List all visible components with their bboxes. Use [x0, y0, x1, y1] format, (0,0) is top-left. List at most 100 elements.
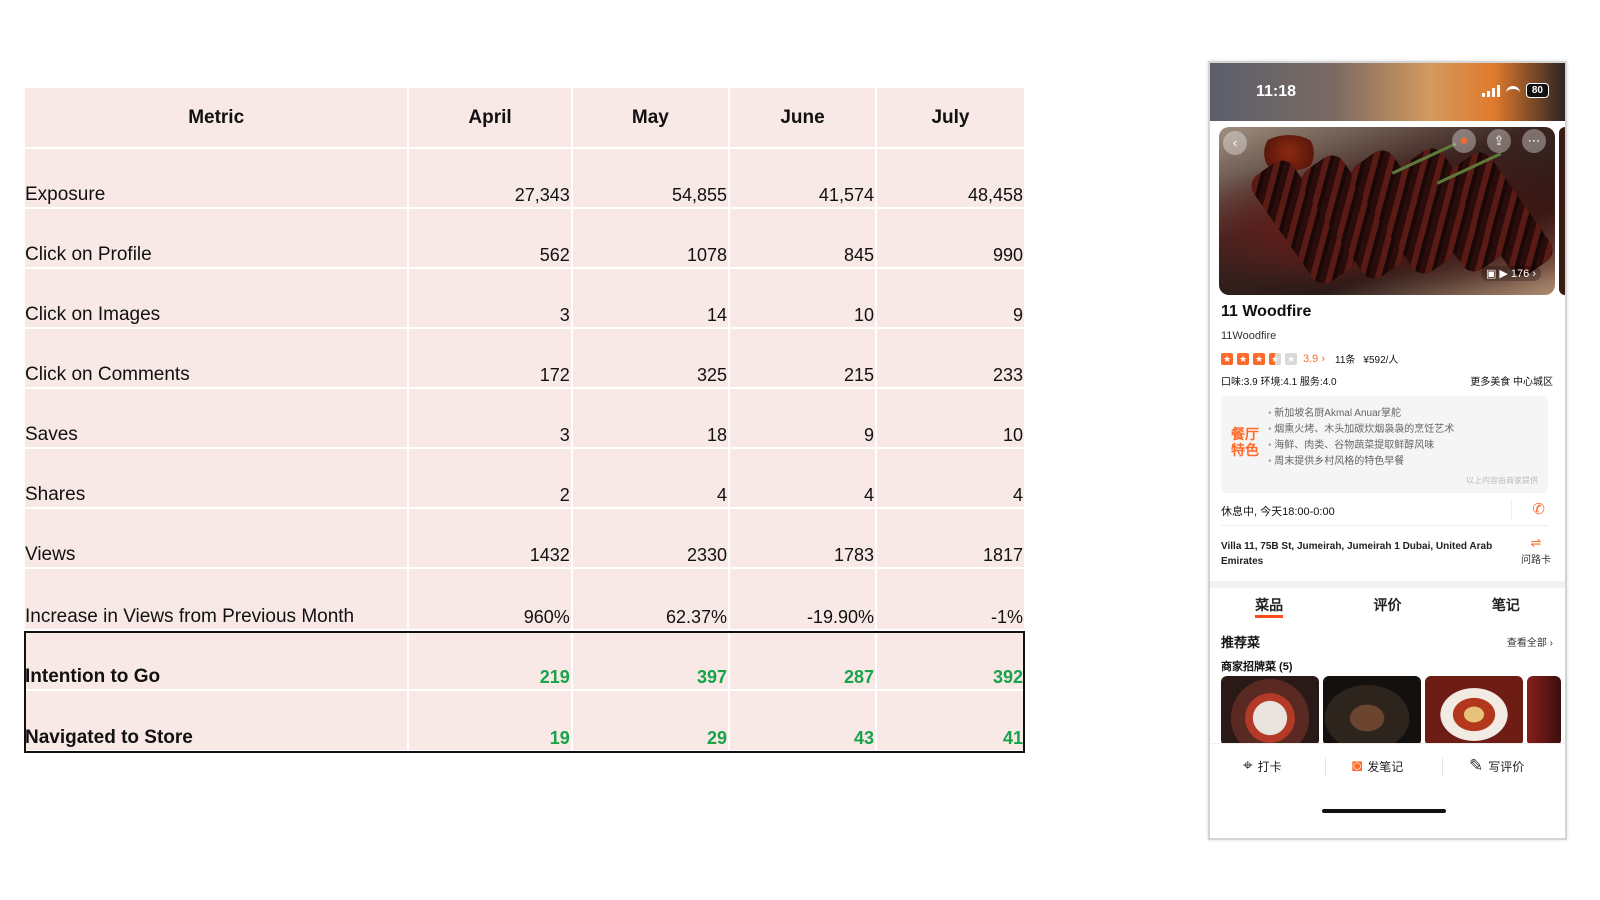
- cell-value: 233: [874, 327, 1024, 388]
- cell-value: 172: [407, 327, 572, 388]
- row-label: Navigated to Store: [25, 689, 409, 750]
- rating-row[interactable]: ★ ★ ★ ★ ★ 3.9 › 11条 ¥592/人: [1221, 351, 1398, 366]
- photo-video-icon: ▣ ▶: [1485, 268, 1511, 280]
- cell-value: 19: [407, 689, 572, 750]
- section-gap: [1210, 581, 1565, 588]
- cell-value: 2: [407, 447, 572, 508]
- table-row-highlighted: Intention to Go 219 397 287 392: [25, 629, 1024, 690]
- back-icon[interactable]: ‹: [1223, 131, 1247, 155]
- cell-value: 48,458: [874, 147, 1024, 208]
- table-row: Click on Profile 562 1078 845 990: [25, 207, 1024, 268]
- tab-bar: 菜品 评价 笔记: [1210, 595, 1565, 621]
- header-april: April: [407, 88, 572, 148]
- edit-note-icon: ✎: [1469, 756, 1484, 775]
- cell-value: 2330: [570, 507, 730, 568]
- media-count[interactable]: ▣ ▶ 176 ›: [1480, 266, 1541, 281]
- location-pin-icon: ⌖: [1243, 756, 1253, 775]
- header-july: July: [874, 88, 1024, 148]
- address[interactable]: Villa 11, 75B St, Jumeirah, Jumeirah 1 D…: [1221, 541, 1493, 567]
- cell-value: 41: [874, 689, 1024, 750]
- phone-icon[interactable]: ✆: [1532, 501, 1545, 518]
- cell-value: 1817: [874, 507, 1024, 568]
- cell-value: 10: [874, 387, 1024, 448]
- cell-value: 219: [407, 629, 572, 690]
- checkin-label: 打卡: [1257, 759, 1282, 774]
- cell-value: -1%: [874, 567, 1024, 630]
- price-per-person: ¥592/人: [1363, 355, 1399, 366]
- cell-value: 54,855: [570, 147, 730, 208]
- row-label: Click on Comments: [25, 327, 409, 388]
- wifi-icon: [1505, 85, 1520, 96]
- cell-value: 325: [570, 327, 730, 388]
- status-bar: 11:18 80: [1210, 63, 1565, 121]
- share-icon[interactable]: ⇪: [1487, 129, 1511, 153]
- star-icon[interactable]: ★: [1452, 129, 1476, 153]
- checkin-button[interactable]: ⌖ 打卡: [1243, 756, 1282, 776]
- cell-value: 9: [728, 387, 876, 448]
- hero-image[interactable]: ‹ ★ ⇪ ⋯ ▣ ▶ 176 ›: [1219, 127, 1555, 295]
- tab-notes[interactable]: 笔记: [1491, 597, 1520, 613]
- battery-icon: 80: [1525, 83, 1549, 98]
- signature-title: 商家招牌菜 (5): [1221, 661, 1293, 673]
- cell-value: 4: [728, 447, 876, 508]
- dish-image[interactable]: [1221, 676, 1319, 746]
- write-review-button[interactable]: ✎ 写评价: [1469, 756, 1524, 776]
- table-row: Saves 3 18 9 10: [25, 387, 1024, 448]
- hero-next-image[interactable]: [1559, 127, 1565, 295]
- cell-value: 4: [570, 447, 730, 508]
- list-item: 新加坡名厨Akmal Anuar掌舵: [1268, 406, 1454, 422]
- cell-value: 4: [874, 447, 1024, 508]
- signal-icon: [1481, 84, 1500, 97]
- feature-note: 以上内容由商家提供: [1466, 476, 1538, 485]
- cell-value: 215: [728, 327, 876, 388]
- divider: [1325, 758, 1326, 776]
- star-icon: ★: [1221, 352, 1233, 365]
- star-icon: ★: [1237, 352, 1249, 365]
- row-label: Increase in Views from Previous Month: [25, 567, 409, 630]
- home-indicator: [1322, 809, 1446, 813]
- signpost-icon: ⇌: [1530, 535, 1542, 550]
- star-half-icon: ★: [1269, 352, 1281, 365]
- feature-list: 新加坡名厨Akmal Anuar掌舵 烟熏火烤、木头加碳炊烟袅袅的烹饪艺术 海鲜…: [1268, 406, 1454, 470]
- list-item: 周末提供乡村风格的特色早餐: [1268, 454, 1454, 470]
- header-metric: Metric: [188, 106, 245, 128]
- feature-tag: 餐厅特色: [1231, 426, 1259, 458]
- post-note-button[interactable]: ◙ 发笔记: [1352, 756, 1403, 776]
- cell-value: 562: [407, 207, 572, 268]
- status-time: 11:18: [1256, 83, 1297, 100]
- cell-value: 397: [570, 629, 730, 690]
- dish-image[interactable]: [1527, 676, 1561, 746]
- table-row: Click on Images 3 14 10 9: [25, 267, 1024, 328]
- view-all-link[interactable]: 查看全部 ›: [1506, 638, 1553, 649]
- divider: [1442, 758, 1443, 776]
- cell-value: 41,574: [728, 147, 876, 208]
- row-label: Intention to Go: [25, 629, 409, 690]
- more-food-link[interactable]: 更多美食 中心城区: [1470, 377, 1553, 388]
- tab-reviews[interactable]: 评价: [1373, 597, 1402, 613]
- dish-image[interactable]: [1323, 676, 1421, 746]
- cell-value: 287: [728, 629, 876, 690]
- tab-dishes[interactable]: 菜品: [1210, 595, 1328, 621]
- post-note-label: 发笔记: [1367, 759, 1404, 774]
- cell-value: -19.90%: [728, 567, 876, 630]
- cell-value: 845: [728, 207, 876, 268]
- sub-scores: 口味:3.9 环境:4.1 服务:4.0: [1221, 377, 1337, 388]
- cell-value: 29: [570, 689, 730, 750]
- divider: [1511, 499, 1512, 519]
- cell-value: 62.37%: [570, 567, 730, 630]
- dish-image[interactable]: [1425, 676, 1523, 746]
- cell-value: 9: [874, 267, 1024, 328]
- route-card-button[interactable]: ⇌ 问路卡: [1516, 535, 1556, 566]
- metrics-table: Metric April May June July Exposure 27,3…: [25, 88, 1024, 750]
- header-may: May: [570, 88, 730, 148]
- recommended-title: 推荐菜: [1221, 635, 1261, 650]
- cell-value: 392: [874, 629, 1024, 690]
- table-header-row: Metric April May June July: [25, 88, 1024, 148]
- more-icon[interactable]: ⋯: [1522, 129, 1546, 153]
- rating-score: 3.9 ›: [1303, 352, 1326, 365]
- shop-subname: 11Woodfire: [1221, 330, 1277, 342]
- bottom-action-bar: ⌖ 打卡 ◙ 发笔记 ✎ 写评价: [1210, 743, 1565, 838]
- table-row: Exposure 27,343 54,855 41,574 48,458: [25, 147, 1024, 208]
- list-item: 烟熏火烤、木头加碳炊烟袅袅的烹饪艺术: [1268, 422, 1454, 438]
- cell-value: 1078: [570, 207, 730, 268]
